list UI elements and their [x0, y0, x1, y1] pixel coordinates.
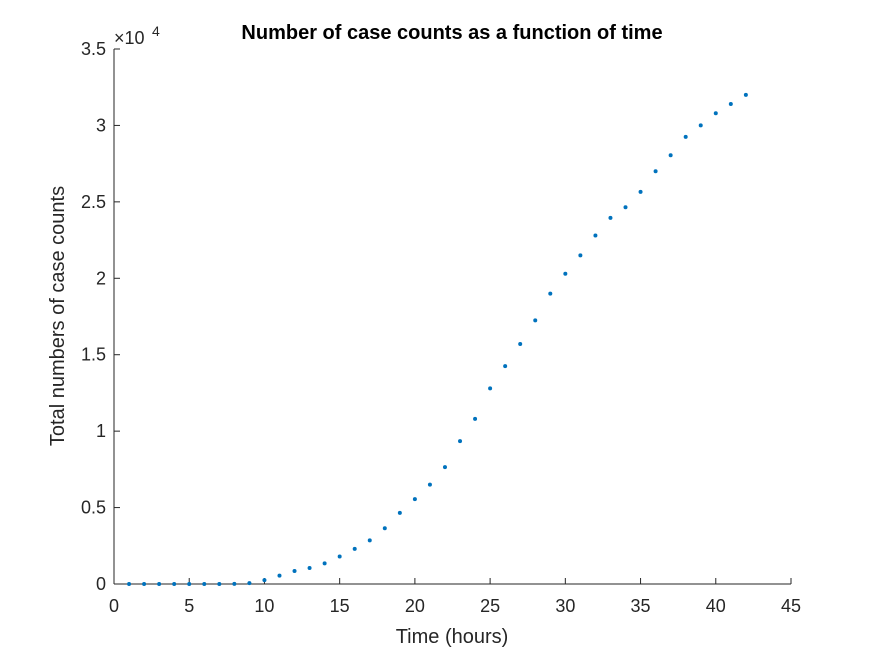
- data-point: [202, 582, 207, 586]
- data-point: [367, 538, 372, 543]
- data-point: [698, 123, 703, 128]
- y-axis-exponent: ×10 4: [114, 23, 160, 48]
- x-tick-label: 25: [480, 596, 500, 616]
- data-point: [548, 291, 553, 296]
- data-point: [533, 318, 538, 323]
- x-tick-label: 5: [184, 596, 194, 616]
- data-point: [307, 565, 312, 570]
- data-points: [127, 92, 748, 586]
- data-point: [638, 189, 643, 194]
- data-point: [352, 546, 357, 551]
- x-tick-label: 0: [109, 596, 119, 616]
- data-point: [728, 102, 733, 107]
- data-point: [397, 510, 402, 515]
- data-point: [337, 554, 342, 559]
- data-point: [442, 465, 447, 470]
- data-point: [488, 386, 493, 391]
- data-point: [518, 342, 523, 347]
- y-tick-label: 0.5: [81, 498, 106, 518]
- x-tick-label: 45: [781, 596, 801, 616]
- y-axis-label: Total numbers of case counts: [47, 186, 69, 446]
- x-tick-label: 35: [631, 596, 651, 616]
- data-point: [262, 578, 267, 583]
- data-point: [292, 569, 297, 574]
- data-point: [142, 582, 147, 586]
- data-point: [593, 233, 598, 238]
- x-tick-label: 40: [706, 596, 726, 616]
- data-point: [427, 482, 432, 487]
- data-point: [232, 581, 237, 586]
- data-point: [668, 153, 673, 158]
- x-tick-label: 15: [330, 596, 350, 616]
- data-point: [412, 497, 417, 502]
- data-point: [322, 561, 327, 566]
- data-point: [608, 215, 613, 220]
- y-tick-label: 3.5: [81, 39, 106, 59]
- data-point: [578, 253, 583, 258]
- data-point: [127, 582, 132, 586]
- data-point: [217, 582, 222, 586]
- y-axis-ticks: 0 0.5 1 1.5 2 2.5 3 3.5: [81, 39, 120, 594]
- chart-title: Number of case counts as a function of t…: [241, 22, 662, 44]
- data-point: [653, 169, 658, 174]
- data-point: [563, 271, 568, 276]
- x-axis-ticks: 0 5 10 15 20 25 30 35 40 45: [109, 578, 801, 616]
- y-tick-label: 2.5: [81, 192, 106, 212]
- data-point: [187, 582, 192, 586]
- y-tick-label: 1: [96, 421, 106, 441]
- axes-box: [113, 49, 791, 585]
- y-tick-label: 1.5: [81, 345, 106, 365]
- data-point: [623, 205, 628, 210]
- data-point: [683, 134, 688, 139]
- x-tick-label: 10: [254, 596, 274, 616]
- data-point: [503, 364, 508, 369]
- y-tick-label: 0: [96, 574, 106, 594]
- y-tick-label: 3: [96, 115, 106, 135]
- data-point: [713, 111, 718, 116]
- data-point: [382, 526, 387, 531]
- data-point: [247, 581, 252, 586]
- data-point: [458, 439, 463, 444]
- x-tick-label: 30: [555, 596, 575, 616]
- x-tick-label: 20: [405, 596, 425, 616]
- y-axis-exponent-base: ×10: [114, 28, 145, 48]
- data-point: [743, 92, 748, 97]
- y-axis-exponent-power: 4: [152, 23, 160, 39]
- data-point: [473, 416, 478, 421]
- y-tick-label: 2: [96, 268, 106, 288]
- x-axis-label: Time (hours): [396, 626, 509, 648]
- data-point: [277, 573, 282, 578]
- data-point: [157, 582, 162, 586]
- data-point: [172, 582, 177, 586]
